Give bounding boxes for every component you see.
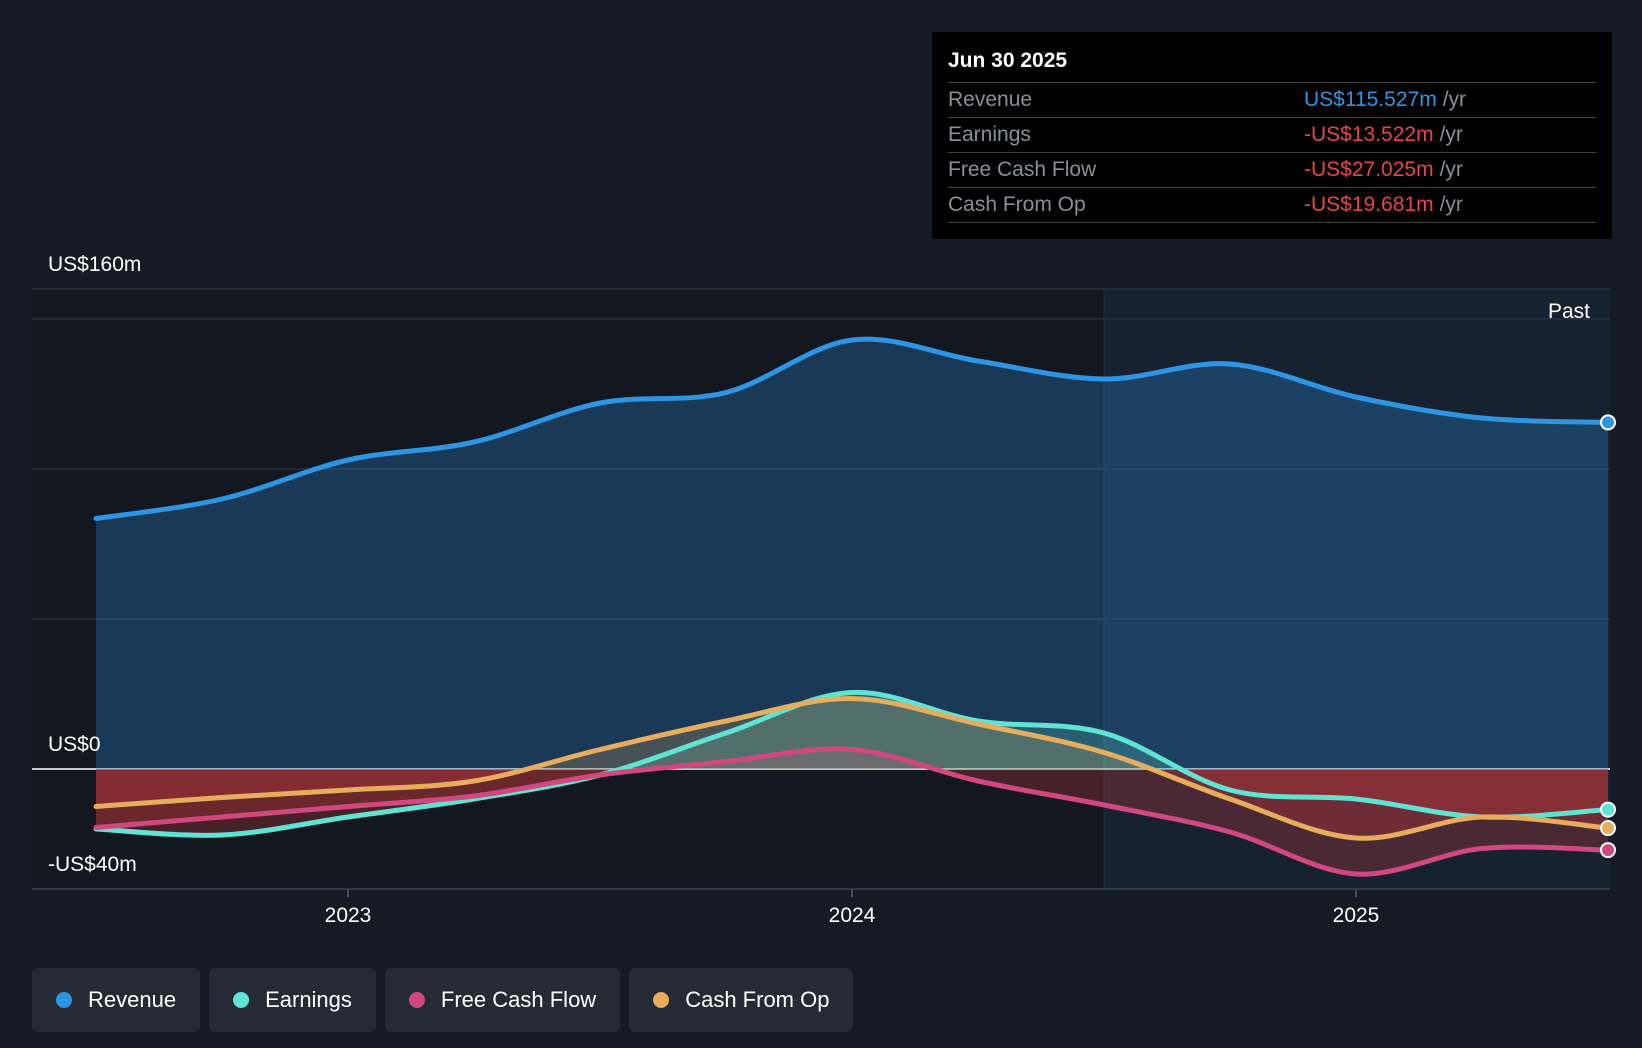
tooltip-value: -US$27.025m (1304, 158, 1434, 181)
legend-item-cash-from-op[interactable]: Cash From Op (629, 968, 854, 1032)
tooltip-unit: /yr (1439, 193, 1463, 216)
plot-background-history (32, 289, 1104, 889)
past-label: Past (1548, 300, 1591, 323)
legend-label: Earnings (265, 987, 352, 1012)
legend-dot-icon (56, 992, 72, 1008)
tooltip-label: Earnings (948, 123, 1031, 146)
tooltip-row-earnings: Earnings -US$13.522m /yr (948, 118, 1596, 153)
endpoint-cash-from-op (1600, 820, 1616, 837)
tooltip-row-free-cash-flow: Free Cash Flow -US$27.025m /yr (948, 153, 1596, 188)
legend-item-earnings[interactable]: Earnings (209, 968, 376, 1032)
area-cash-from-op (96, 698, 1608, 769)
line-revenue (93, 336, 1611, 521)
legend-label: Cash From Op (685, 987, 830, 1012)
y-axis-label-zero: US$0 (48, 733, 101, 756)
y-axis-label-min: -US$40m (48, 853, 137, 876)
tooltip-date: Jun 30 2025 (948, 46, 1596, 83)
legend-item-free-cash-flow[interactable]: Free Cash Flow (384, 968, 621, 1032)
y-axis-label-max: US$160m (48, 253, 142, 276)
endpoint-earnings (1600, 801, 1616, 818)
legend-item-revenue[interactable]: Revenue (32, 968, 201, 1032)
endpoint-free-cash-flow (1600, 842, 1616, 859)
data-tooltip: Jun 30 2025 Revenue US$115.527m /yr Earn… (932, 32, 1612, 239)
legend-label: Free Cash Flow (440, 987, 597, 1012)
legend-dot-icon (653, 992, 670, 1008)
tooltip-value: -US$13.522m (1304, 123, 1434, 146)
plot-background-past (1104, 289, 1610, 889)
chart-legend: Revenue Earnings Free Cash Flow Cash Fro… (32, 968, 854, 1032)
line-cash-from-op (93, 695, 1611, 841)
endpoint-revenue (1600, 414, 1616, 431)
area-negative-cash-from-op (96, 769, 1608, 839)
tooltip-label: Free Cash Flow (948, 158, 1097, 181)
area-negative-earnings (96, 769, 1608, 836)
tooltip-label: Cash From Op (948, 193, 1086, 216)
x-tick-label: 2023 (325, 904, 372, 927)
legend-dot-icon (233, 992, 250, 1008)
area-revenue (96, 339, 1608, 769)
x-tick-label: 2024 (829, 904, 876, 927)
tooltip-label: Revenue (948, 88, 1033, 111)
line-earnings (93, 689, 1611, 838)
tooltip-unit: /yr (1439, 123, 1463, 146)
area-earnings (96, 692, 1608, 769)
legend-dot-icon (408, 992, 425, 1008)
line-free-cash-flow (93, 746, 1611, 877)
legend-label: Revenue (88, 987, 177, 1012)
tooltip-value: US$115.527m (1304, 88, 1437, 111)
area-free-cash-flow (96, 748, 1608, 769)
tooltip-unit: /yr (1439, 158, 1463, 181)
tooltip-row-cash-from-op: Cash From Op -US$19.681m /yr (948, 188, 1596, 223)
x-tick-label: 2025 (1333, 904, 1380, 927)
tooltip-unit: /yr (1442, 88, 1467, 111)
tooltip-row-revenue: Revenue US$115.527m /yr (948, 83, 1596, 118)
tooltip-value: -US$19.681m (1304, 193, 1434, 216)
